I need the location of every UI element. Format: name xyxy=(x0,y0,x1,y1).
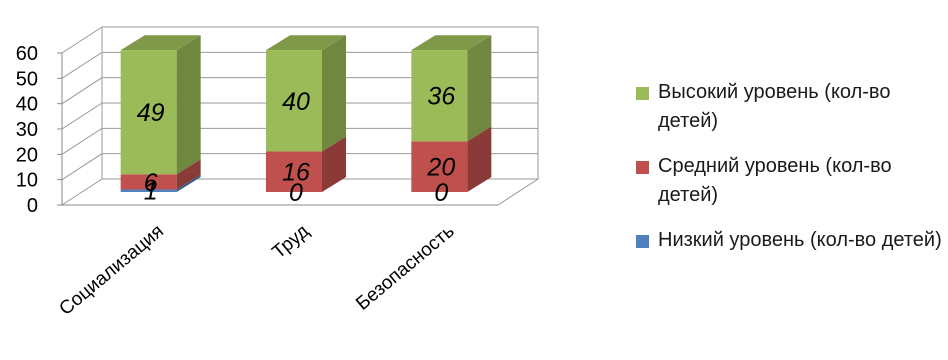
data-label-безопасность-series-1: 20 xyxy=(426,154,455,182)
data-label-труд-series-2: 40 xyxy=(282,88,310,116)
legend-item: Высокий уровень (кол-во детей) xyxy=(636,78,946,136)
data-label-безопасность-series-2: 36 xyxy=(427,83,455,111)
bar-труд-series-2 xyxy=(266,50,322,152)
legend-swatch xyxy=(636,161,649,174)
bar-социализация-series-0 xyxy=(120,189,177,192)
gridline xyxy=(61,153,538,181)
gridline xyxy=(61,51,538,79)
bar-труд-series-1 xyxy=(266,151,322,192)
legend-label: Высокий уровень (кол-во детей) xyxy=(658,81,891,132)
data-label-социализация-series-2: 49 xyxy=(137,99,165,127)
bar-top-труд xyxy=(266,35,346,51)
y-tick-label: 10 xyxy=(16,170,38,192)
gridline xyxy=(61,77,538,105)
x-tick-label: Социализация xyxy=(55,221,167,320)
y-tick-label: 0 xyxy=(27,195,38,217)
gridline xyxy=(61,26,538,54)
gridline xyxy=(61,127,538,155)
legend-item: Средний уровень (кол-во детей) xyxy=(636,152,946,210)
legend-label: Средний уровень (кол-во детей) xyxy=(658,155,892,206)
data-label-труд-series-1: 16 xyxy=(282,159,310,187)
y-tick-label: 20 xyxy=(16,144,38,166)
x-tick-label: Труд xyxy=(268,221,313,263)
legend-swatch xyxy=(636,87,649,100)
y-tick-label: 30 xyxy=(16,119,38,141)
bar-side-социализация-series-1 xyxy=(176,159,201,190)
bar-side-безопасность-series-2 xyxy=(467,35,492,142)
y-tick-label: 60 xyxy=(16,43,38,65)
bar-side-социализация-series-2 xyxy=(176,35,201,175)
stacked-bar-chart: 01020304050601649Социализация01640Труд02… xyxy=(16,26,540,320)
bar-top-безопасность xyxy=(411,35,492,51)
y-tick-label: 40 xyxy=(16,94,38,116)
legend-swatch xyxy=(636,235,649,248)
gridline xyxy=(61,102,538,130)
legend-item: Низкий уровень (кол-во детей) xyxy=(636,226,946,255)
bar-безопасность-series-2 xyxy=(411,50,468,142)
bar-side-труд-series-1 xyxy=(322,136,346,192)
y-tick-label: 50 xyxy=(16,68,38,90)
bar-top-социализация xyxy=(120,35,201,51)
bar-side-труд-series-2 xyxy=(322,35,346,152)
data-label-безопасность-series-0: 0 xyxy=(434,179,448,207)
data-label-труд-series-0: 0 xyxy=(289,179,303,207)
bar-социализация-series-2 xyxy=(120,50,177,175)
legend-label: Низкий уровень (кол-во детей) xyxy=(658,229,942,251)
bar-side-социализация-series-0 xyxy=(176,174,201,192)
bar-безопасность-series-1 xyxy=(411,141,468,192)
legend: Высокий уровень (кол-во детей) Средний ур… xyxy=(636,78,946,271)
data-label-социализация-series-0: 1 xyxy=(144,178,158,206)
data-label-социализация-series-1: 6 xyxy=(144,169,158,197)
x-tick-label: Безопасность xyxy=(352,221,458,315)
bar-социализация-series-1 xyxy=(120,174,177,190)
bar-side-безопасность-series-1 xyxy=(467,126,492,192)
